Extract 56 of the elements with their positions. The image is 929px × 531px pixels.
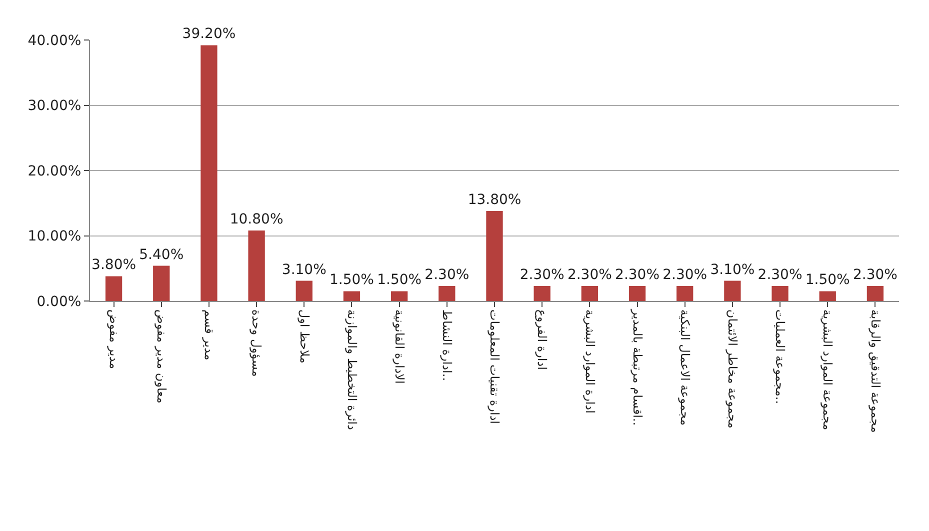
data-label: 2.30% (424, 266, 470, 283)
x-tick-label: مدير مفوض (106, 309, 121, 370)
y-tick-label: 40.00% (28, 32, 82, 49)
data-label: 1.50% (377, 272, 422, 288)
x-tick-label: الادارة القانونية (392, 309, 406, 384)
bar (676, 286, 694, 301)
bar (581, 286, 598, 301)
bar (866, 286, 884, 301)
bar (724, 280, 741, 301)
x-tick-label: ادارة الموارد البشرية (582, 309, 597, 414)
bar (153, 266, 170, 301)
x-tick-label: اقسام مرتبطة بالمدير.. (630, 308, 644, 426)
data-label: 3.10% (710, 262, 755, 278)
y-tick-label: 20.00% (28, 163, 82, 180)
data-label: 3.10% (282, 262, 326, 278)
bar (819, 291, 836, 301)
x-tick-label: ادارة تقنيات المعلومات (488, 309, 502, 424)
data-label: 13.80% (468, 192, 522, 208)
data-label: 39.20% (182, 26, 236, 42)
bar (486, 210, 503, 301)
data-label: 2.30% (520, 266, 564, 283)
data-label: 1.50% (805, 272, 850, 288)
bar (628, 286, 646, 301)
data-label: 2.30% (758, 266, 802, 283)
x-tick-label: مجموعة الاعمال البنكية (678, 309, 692, 426)
bar (296, 280, 312, 301)
data-label: 10.80% (230, 212, 284, 228)
x-tick-label: دائرة التخطيط والموازنة (344, 309, 359, 430)
x-tick-label: مجموعة العمليات.. (773, 309, 788, 404)
x-tick-label: مسؤول وحدة (250, 309, 264, 377)
x-tick-label: مجموعة التدقيق والرقابة (868, 309, 882, 433)
x-tick-label: ادارة الفروع (535, 309, 550, 370)
data-label: 2.30% (567, 266, 612, 283)
bar (534, 286, 550, 301)
x-tick-label: مجموعة مخاطر الائتمان (726, 309, 740, 428)
data-label: 2.30% (852, 266, 898, 283)
bar (248, 230, 265, 301)
bar (772, 286, 788, 301)
data-label: 2.30% (615, 266, 660, 283)
y-tick-label: 0.00% (36, 294, 82, 310)
x-tick-label: ادارة النشاط.. (440, 309, 454, 382)
y-tick-label: 10.00% (28, 228, 82, 245)
bar (438, 286, 456, 301)
data-label: 1.50% (329, 272, 374, 288)
bar (200, 45, 218, 301)
x-tick-label: ملاحظ اول (297, 309, 312, 364)
x-tick-label: معاون مدير مفوض (154, 309, 168, 404)
bar (105, 276, 122, 301)
data-label: 3.80% (92, 257, 136, 274)
data-label: 2.30% (662, 266, 708, 283)
bar (391, 291, 408, 301)
data-label: 5.40% (139, 246, 184, 263)
bar (343, 291, 360, 301)
x-tick-label: مجموعة الموارد البشرية (820, 309, 835, 430)
y-tick-label: 30.00% (28, 98, 82, 114)
x-tick-label: مدير قسم (202, 309, 216, 360)
